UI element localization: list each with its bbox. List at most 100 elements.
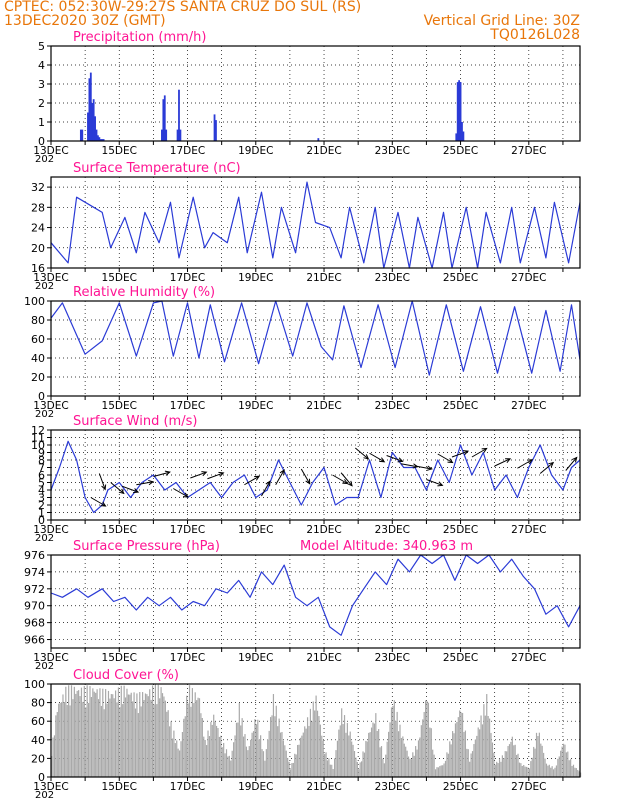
wind-year-label: 202 bbox=[35, 533, 54, 544]
cloud-bar bbox=[225, 749, 228, 777]
cloud-bar bbox=[130, 692, 132, 777]
precip-bar bbox=[456, 82, 459, 141]
cloud-bar bbox=[457, 717, 459, 777]
rh-series-line bbox=[50, 300, 581, 376]
wind-ytick-label: 9 bbox=[38, 447, 45, 460]
wind-xtick-label: 27DEC bbox=[511, 524, 546, 536]
cloud-bar bbox=[437, 767, 439, 777]
cloud-bar bbox=[538, 732, 540, 777]
temp-title: Surface Temperature (nC) bbox=[73, 161, 241, 176]
cloud-bar bbox=[506, 751, 508, 777]
cloud-bar bbox=[233, 742, 235, 777]
cloud-bar bbox=[464, 730, 467, 777]
cloud-bar bbox=[508, 744, 511, 777]
cloud-bar bbox=[547, 765, 549, 777]
temp-panel: Surface Temperature (nC) 16 20 24 28 32 13DEC 1… bbox=[31, 161, 581, 292]
wind-xtick-label: 19DEC bbox=[238, 524, 273, 536]
cloud-bar bbox=[99, 688, 101, 777]
pres-xtick-label: 17DEC bbox=[170, 652, 205, 664]
cloud-bar bbox=[69, 705, 71, 777]
cloud-bar bbox=[90, 696, 93, 777]
cloud-bar bbox=[116, 702, 118, 777]
cloud-bar bbox=[521, 765, 523, 777]
rh-xtick-label: 21DEC bbox=[306, 400, 341, 412]
cloud-bar bbox=[314, 710, 316, 777]
cloud-bar bbox=[56, 712, 58, 777]
cloud-bar bbox=[269, 717, 272, 777]
precip-bar bbox=[102, 139, 105, 141]
rh-ytick-label: 0 bbox=[38, 390, 45, 403]
cloud-bar bbox=[62, 694, 64, 777]
cloud-bar bbox=[365, 740, 367, 777]
cloud-bar bbox=[295, 754, 297, 777]
cloud-bar bbox=[433, 754, 435, 777]
cloud-bar bbox=[376, 730, 378, 777]
cloud-bar bbox=[349, 731, 351, 777]
cloud-bar bbox=[453, 733, 455, 777]
pres-title: Surface Pressure (hPa) bbox=[73, 539, 220, 554]
precip-bar bbox=[165, 129, 168, 141]
cloud-bar bbox=[255, 724, 257, 777]
cloud-bar bbox=[183, 718, 185, 777]
cloud-bar bbox=[531, 757, 533, 777]
cloud-bar bbox=[83, 685, 85, 777]
cloud-bar bbox=[144, 693, 147, 777]
cloud-bar bbox=[511, 736, 513, 777]
cloud-bar bbox=[484, 715, 486, 777]
precip-bar bbox=[163, 95, 166, 141]
wind-xtick-label: 15DEC bbox=[102, 524, 137, 536]
precip-bar bbox=[88, 78, 91, 141]
wind-vector bbox=[517, 459, 533, 469]
rh-frame bbox=[50, 300, 581, 397]
cloud-bar bbox=[65, 686, 67, 777]
precip-bar bbox=[81, 129, 84, 141]
cloud-bar bbox=[160, 687, 162, 777]
rh-ytick-label: 40 bbox=[31, 352, 45, 365]
cloud-bar bbox=[170, 721, 172, 777]
cloud-bar bbox=[577, 769, 579, 777]
pres-ytick-label: 968 bbox=[24, 617, 45, 630]
wind-ytick-label: 7 bbox=[38, 462, 45, 475]
rh-ytick-label: 100 bbox=[24, 295, 45, 308]
wind-vector bbox=[494, 458, 511, 467]
wind-vector bbox=[426, 479, 443, 486]
cloud-bar bbox=[92, 688, 94, 777]
wind-vector bbox=[90, 497, 106, 507]
cloud-bar bbox=[540, 743, 542, 777]
cloud-bar bbox=[129, 694, 131, 777]
cloud-bar bbox=[126, 688, 128, 777]
cloud-bar bbox=[312, 701, 314, 777]
cloud-bar bbox=[318, 716, 320, 777]
cloud-bar bbox=[564, 744, 566, 777]
cloud-bar bbox=[70, 685, 73, 777]
wind-xtick-label: 25DEC bbox=[443, 524, 478, 536]
precip-ytick-label: 0 bbox=[38, 135, 45, 148]
rh-title: Relative Humidity (%) bbox=[73, 285, 215, 300]
cloud-bar bbox=[449, 741, 451, 777]
cloud-bar bbox=[452, 731, 454, 777]
cloud-bar bbox=[322, 740, 324, 777]
cloud-bar bbox=[76, 690, 78, 777]
pres-xtick-label: 21DEC bbox=[306, 652, 341, 664]
cloud-ytick-label: 80 bbox=[31, 697, 45, 710]
cloud-bar bbox=[102, 688, 104, 777]
cloud-bar bbox=[379, 747, 381, 777]
rh-xtick-label: 23DEC bbox=[375, 400, 410, 412]
cloud-bar bbox=[208, 736, 211, 777]
cloud-bar bbox=[304, 726, 306, 777]
cloud-bar bbox=[250, 739, 252, 777]
precip-bar bbox=[95, 129, 98, 141]
wind-vector-head bbox=[182, 492, 190, 498]
header-date: 13DEC2020 30Z (GMT) bbox=[4, 13, 166, 29]
wind-vector bbox=[332, 474, 348, 484]
cloud-bar bbox=[434, 769, 437, 777]
pres-xtick-label: 23DEC bbox=[375, 652, 410, 664]
cloud-bar bbox=[419, 737, 421, 777]
temp-series-line bbox=[50, 181, 581, 269]
cloud-bar bbox=[146, 694, 148, 777]
cloud-bar bbox=[254, 719, 256, 777]
wind-ytick-label: 10 bbox=[31, 439, 45, 452]
cloud-bar bbox=[301, 735, 303, 777]
cloud-bar bbox=[436, 767, 438, 777]
cloud-bar bbox=[89, 686, 91, 777]
